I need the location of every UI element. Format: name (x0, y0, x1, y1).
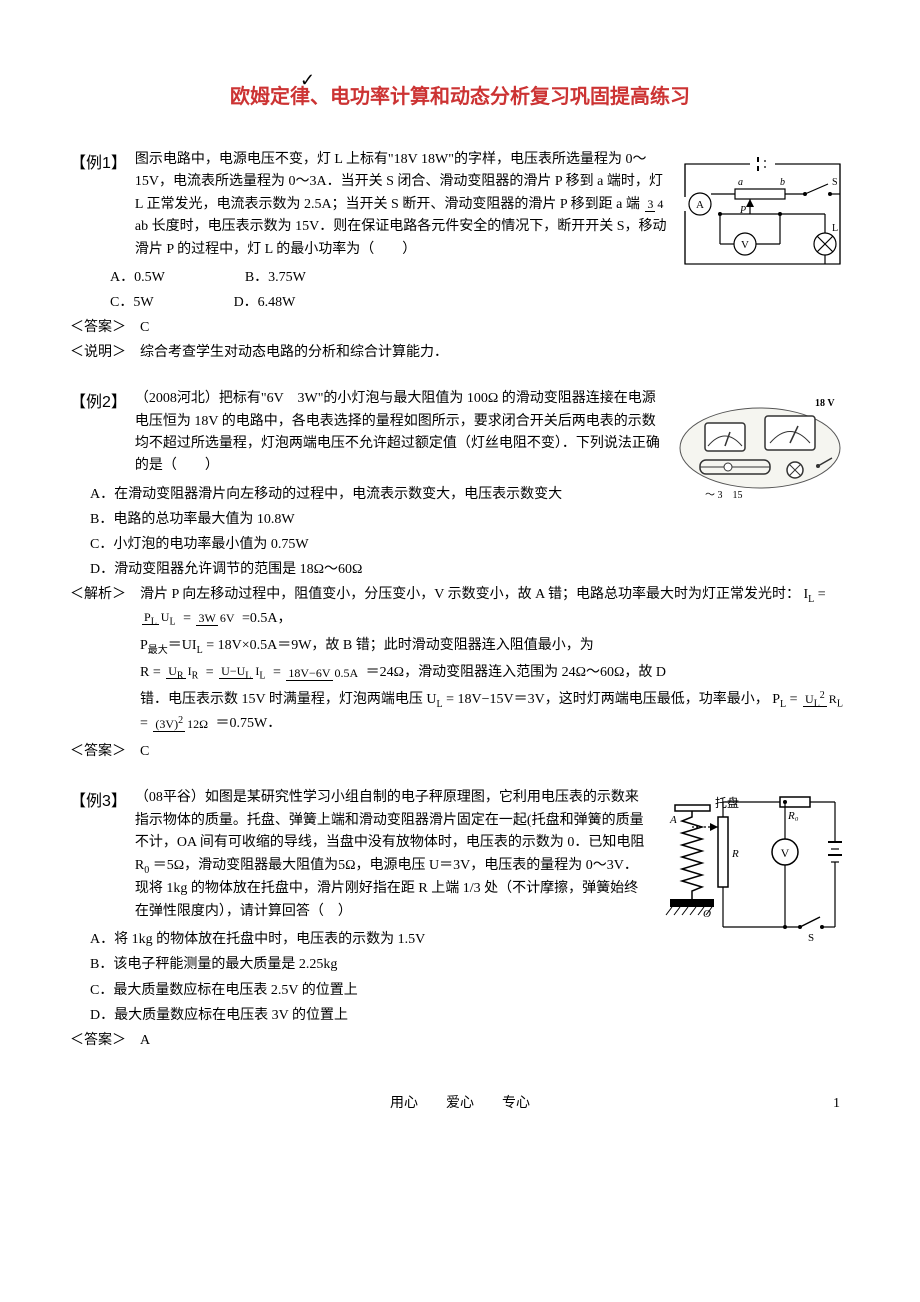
example-1: 【例1】 图示电路中，电源电压不变，灯 L 上标有"18V 18W"的字样，电压… (70, 149, 850, 364)
svg-text:L: L (832, 223, 838, 234)
svg-text:b: b (780, 177, 785, 188)
footer-motto: 用心 爱心 专心 (70, 1092, 850, 1112)
svg-text:R: R (731, 848, 739, 860)
option-d: D．最大质量数应标在电压表 3V 的位置上 (90, 1003, 650, 1028)
circuit-figure-3: 托盘 A O (660, 787, 850, 1028)
option-b: B．电路的总功率最大值为 10.8W (90, 507, 660, 532)
analysis-label: ＜解析＞ (70, 584, 140, 739)
option-d: D．6.48W (234, 290, 296, 315)
circuit-figure-2: 18 V ～ 3 15 (670, 388, 850, 582)
example-body: （08平谷）如图是某研究性学习小组自制的电子秤原理图，它利用电压表的示数来指示物… (135, 787, 650, 923)
option-d: D．滑动变阻器允许调节的范围是 18Ω～60Ω (90, 557, 660, 582)
option-c: C．小灯泡的电功率最小值为 0.75W (90, 532, 660, 557)
example-body: 图示电路中，电源电压不变，灯 L 上标有"18V 18W"的字样，电压表所选量程… (135, 149, 670, 261)
svg-text:a: a (738, 177, 743, 188)
option-a: A．在滑动变阻器滑片向左移动的过程中，电流表示数变大，电压表示数变大 (90, 482, 660, 507)
svg-text:O: O (703, 908, 711, 920)
analysis: 滑片 P 向左移动过程中，阻值变小，分压变小，V 示数变小，故 A 错；电路总功… (140, 584, 850, 739)
svg-text:18 V: 18 V (815, 398, 835, 409)
svg-text:A: A (696, 199, 704, 211)
option-a: A．0.5W (110, 265, 165, 290)
explanation-label: ＜说明＞ (70, 342, 140, 364)
option-c: C．5W (110, 290, 154, 315)
checkmark-icon: ✓ (300, 70, 315, 91)
options: A．在滑动变阻器滑片向左移动的过程中，电流表示数变大，电压表示数变大 B．电路的… (90, 482, 660, 583)
answer-label: ＜答案＞ (70, 317, 140, 339)
answer: C (140, 741, 850, 763)
example-label: 【例3】 (70, 787, 127, 811)
explanation: 综合考查学生对动态电路的分析和综合计算能力． (140, 342, 850, 364)
example-3: 【例3】 （08平谷）如图是某研究性学习小组自制的电子秤原理图，它利用电压表的示… (70, 787, 850, 1052)
svg-text:R₀: R₀ (787, 810, 799, 822)
page: ✓ 欧姆定律、电功率计算和动态分析复习巩固提高练习 【例1】 图示电路中，电源电… (0, 0, 920, 1152)
svg-text:S: S (832, 177, 838, 188)
page-number: 1 (833, 1096, 840, 1112)
example-label: 【例2】 (70, 388, 127, 412)
options: A．将 1kg 的物体放在托盘中时，电压表的示数为 1.5V B．该电子秤能测量… (90, 927, 650, 1028)
option-b: B．3.75W (245, 265, 306, 290)
svg-text:～ 3 15: ～ 3 15 (705, 490, 743, 501)
svg-text:V: V (741, 239, 749, 251)
options: A．0.5W B．3.75W C．5W D．6.48W (110, 265, 670, 315)
option-c: C．最大质量数应标在电压表 2.5V 的位置上 (90, 978, 650, 1003)
circuit-figure-1: A a b P (680, 149, 850, 315)
option-b: B．该电子秤能测量的最大质量是 2.25kg (90, 952, 650, 977)
answer: C (140, 317, 850, 339)
answer-label: ＜答案＞ (70, 1030, 140, 1052)
svg-text:V: V (781, 846, 790, 860)
page-title: 欧姆定律、电功率计算和动态分析复习巩固提高练习 (70, 80, 850, 109)
answer: A (140, 1030, 850, 1052)
svg-text:S: S (808, 932, 814, 944)
example-2: 【例2】 （2008河北）把标有"6V 3W"的小灯泡与最大阻值为 100Ω 的… (70, 388, 850, 763)
answer-label: ＜答案＞ (70, 741, 140, 763)
example-label: 【例1】 (70, 149, 127, 173)
option-a: A．将 1kg 的物体放在托盘中时，电压表的示数为 1.5V (90, 927, 650, 952)
svg-text:A: A (669, 814, 677, 826)
example-body: （2008河北）把标有"6V 3W"的小灯泡与最大阻值为 100Ω 的滑动变阻器… (135, 388, 660, 478)
